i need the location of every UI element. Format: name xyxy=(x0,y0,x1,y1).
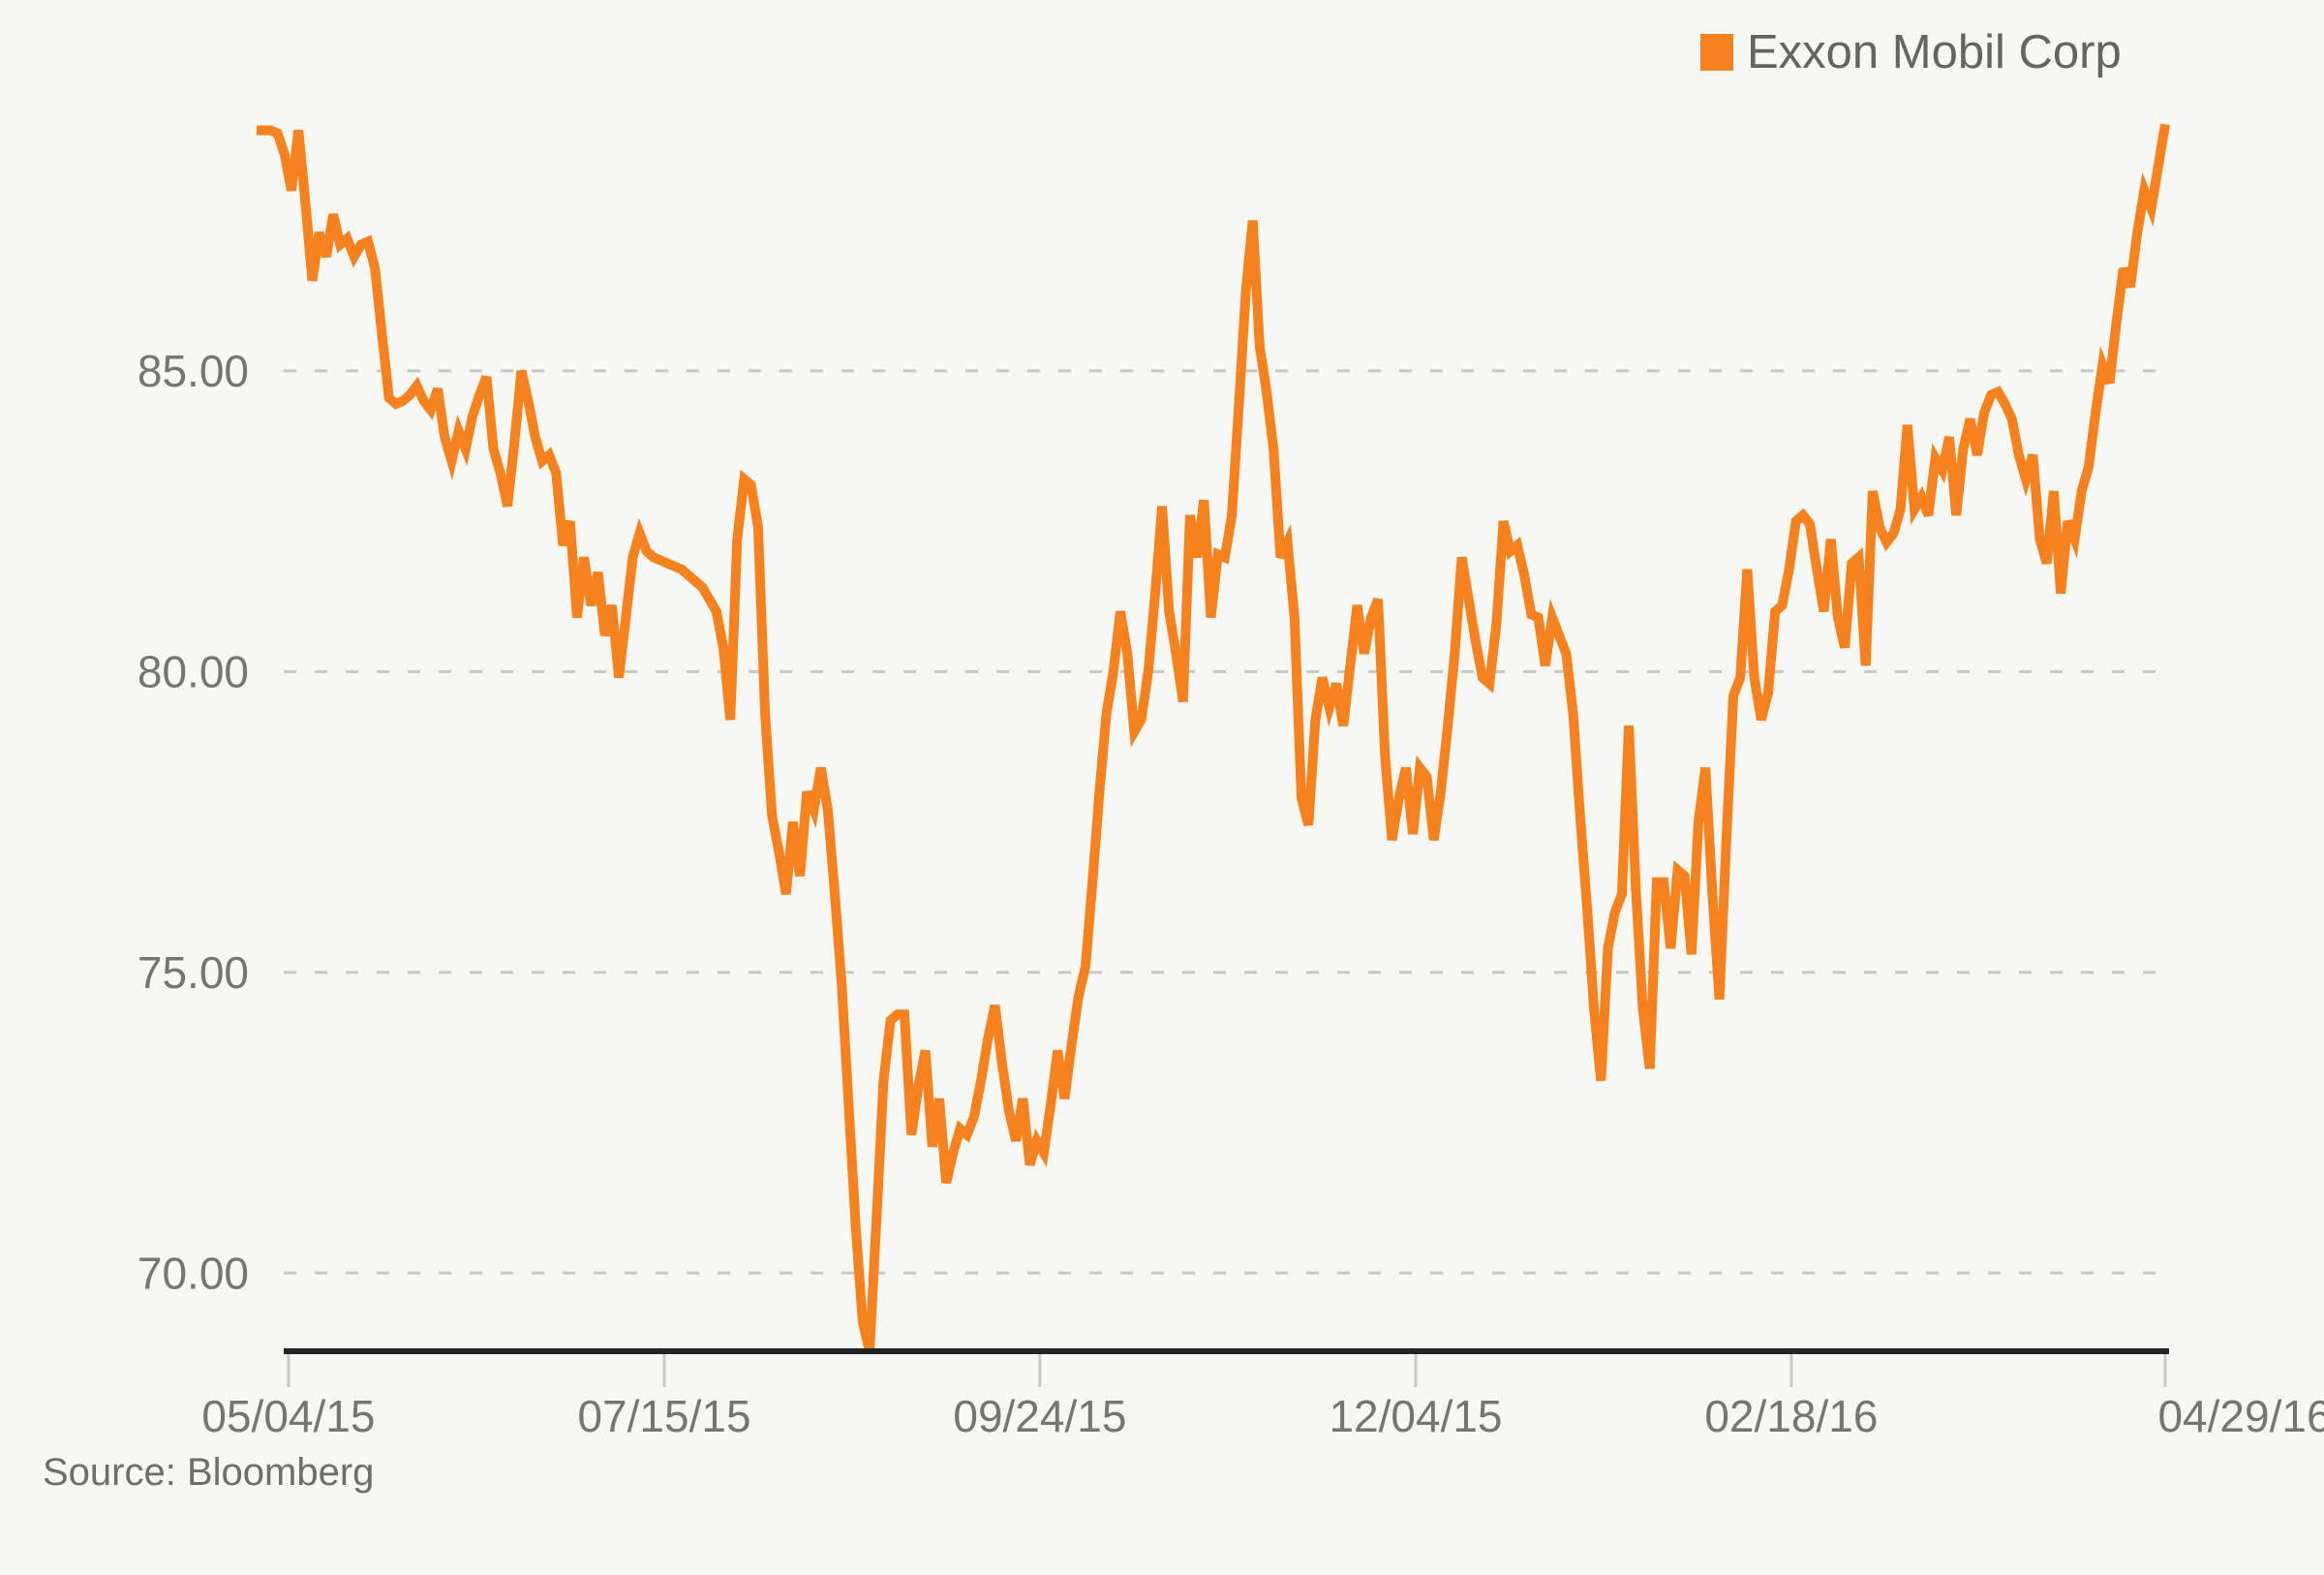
gridlines xyxy=(284,369,2169,1275)
x-tick-label: 12/04/15 xyxy=(1329,1391,1502,1441)
series-lines xyxy=(257,123,2170,1353)
legend: Exxon Mobil Corp xyxy=(1700,25,2122,79)
y-axis-labels: 85.00 80.00 75.00 70.00 xyxy=(138,346,249,1298)
legend-label: Exxon Mobil Corp xyxy=(1747,26,2122,78)
x-tick-label: 07/15/15 xyxy=(577,1391,750,1441)
x-tick-label: 02/18/16 xyxy=(1704,1391,1878,1441)
source-note: Source: Bloomberg xyxy=(43,1451,375,1494)
y-tick-label: 80.00 xyxy=(138,646,249,696)
x-tick-label: 05/04/15 xyxy=(201,1391,375,1441)
x-tick-label: 04/29/16 xyxy=(2157,1391,2324,1441)
series-line-exxon-mobil-corp xyxy=(257,123,2170,1353)
x-tick-label: 09/24/15 xyxy=(953,1391,1126,1441)
x-axis: 05/04/15 07/15/15 09/24/15 12/04/15 02/18/16… xyxy=(201,1348,2324,1441)
y-tick-label: 85.00 xyxy=(138,346,249,396)
y-tick-label: 75.00 xyxy=(138,947,249,998)
legend-swatch-icon xyxy=(1700,34,1733,71)
y-tick-label: 70.00 xyxy=(138,1248,249,1298)
